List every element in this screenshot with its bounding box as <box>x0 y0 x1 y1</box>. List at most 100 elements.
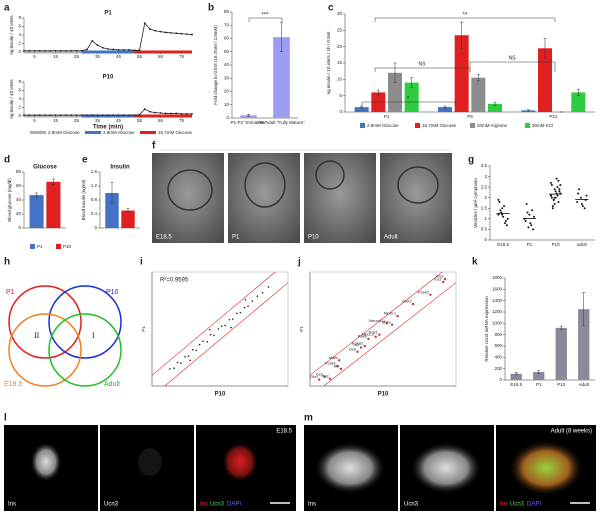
y-tick-label: 2 <box>18 41 21 46</box>
bar <box>29 195 44 228</box>
point <box>185 112 188 115</box>
point <box>180 362 182 365</box>
point <box>75 49 78 52</box>
y-tick-label: 40 <box>224 62 230 67</box>
significance-bracket <box>361 101 456 106</box>
point <box>117 48 120 51</box>
y-tick-label: 0 <box>18 113 21 118</box>
point <box>552 198 555 201</box>
point <box>91 40 94 42</box>
point <box>554 190 557 193</box>
point <box>86 114 88 117</box>
point <box>191 112 193 115</box>
point-label: Pcsk1 <box>325 361 337 366</box>
point <box>70 49 73 52</box>
point <box>101 114 104 117</box>
bar <box>578 309 590 380</box>
x-tick-label: 45 <box>116 118 122 123</box>
y-tick-label: 1.2 <box>91 183 98 188</box>
point-label: Gcg <box>316 371 323 376</box>
y-tick-label: 1600 <box>492 287 503 292</box>
point <box>556 186 559 189</box>
point <box>356 350 359 353</box>
legend-swatch <box>30 244 35 249</box>
point <box>96 114 99 117</box>
point <box>143 108 146 111</box>
legend-label: 2.8mM Glucose <box>48 130 80 135</box>
bar <box>105 193 119 228</box>
point-label: Nkx6.1 <box>384 311 397 316</box>
point <box>363 344 366 348</box>
channel-label: Ucn3 <box>404 502 419 508</box>
y-axis-label: ng insulin / 40 islets <box>9 79 14 119</box>
point <box>149 28 151 30</box>
point-label: Pcsk2 <box>418 289 430 294</box>
legend-swatch <box>140 131 156 134</box>
merge-label: Ins <box>200 502 208 508</box>
y-axis-label: ng insulin / 10 islets / 1h / 0.5ml <box>326 32 331 95</box>
significance-bracket <box>374 17 556 22</box>
y-tick-label: 0 <box>484 237 487 242</box>
point <box>133 49 136 52</box>
legend-label: P1 <box>37 244 43 249</box>
venn-label: E18.5 <box>4 381 22 388</box>
point <box>143 22 146 24</box>
plot-frame <box>151 271 289 387</box>
point <box>261 291 264 294</box>
y-tick-label: 80 <box>16 169 22 174</box>
em-image <box>304 153 376 243</box>
x-tick-label: E18.5 <box>497 242 509 247</box>
point <box>559 184 562 187</box>
point <box>505 224 508 227</box>
y-tick-label: 2 <box>18 105 21 110</box>
point <box>551 207 554 210</box>
em-image <box>380 153 452 243</box>
point-label: Glut2 <box>402 299 412 304</box>
x-tick-label: 15 <box>53 54 59 59</box>
panel-label: h <box>4 257 10 268</box>
point <box>557 200 560 203</box>
point <box>525 203 528 206</box>
legend-swatch <box>470 123 475 128</box>
point <box>551 205 554 208</box>
y-tick-label: 20 <box>337 44 343 49</box>
point <box>527 226 530 229</box>
legend-swatch <box>85 131 101 134</box>
y-tick-label: 0.4 <box>91 211 98 216</box>
point <box>96 44 99 47</box>
point <box>442 280 445 284</box>
point <box>80 114 83 117</box>
annotation: *** <box>261 13 269 19</box>
x-tick-label: 65 <box>158 54 164 59</box>
x-axis-label: P10 <box>378 392 389 398</box>
point <box>122 48 125 51</box>
merge-label: DAPI <box>527 502 541 508</box>
point <box>497 213 500 216</box>
point <box>28 114 31 117</box>
point-label: NeuroD1 <box>369 318 386 323</box>
point <box>170 31 172 34</box>
em-images: E18.5 P1 P10 Adult <box>152 153 452 243</box>
y-tick-label: 200 <box>494 366 502 371</box>
point <box>154 29 157 32</box>
y-axis-label: Blood glucose (mg/dl) <box>7 178 12 222</box>
error-bar <box>582 292 586 326</box>
error-bar <box>360 105 364 109</box>
panel-label: f <box>152 141 156 152</box>
stage-label: Adult (8 weeks) <box>551 429 592 435</box>
point <box>23 49 25 52</box>
point <box>498 200 501 203</box>
point <box>70 114 73 117</box>
point <box>396 314 399 318</box>
channel-label: Ins <box>8 502 16 508</box>
point <box>579 196 582 199</box>
point <box>411 302 415 306</box>
venn-circle <box>8 313 82 387</box>
point <box>385 322 388 325</box>
point <box>23 114 25 117</box>
bar <box>538 48 552 112</box>
y-tick-label: 4 <box>18 32 21 37</box>
panel-label: d <box>4 155 10 166</box>
point <box>59 114 62 117</box>
y-tick-label: 3.5 <box>481 163 488 168</box>
